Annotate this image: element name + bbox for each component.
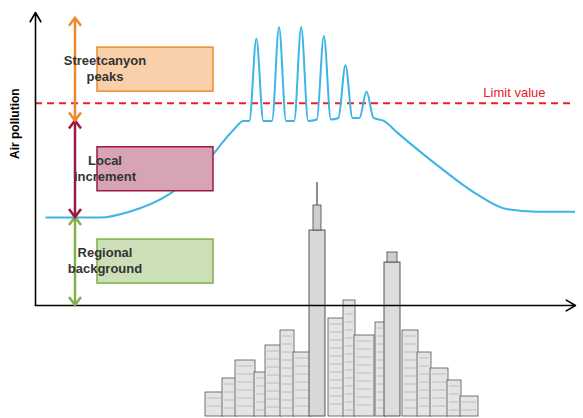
svg-text:Streetcanyon: Streetcanyon: [64, 53, 146, 68]
svg-text:Regional: Regional: [78, 245, 133, 260]
svg-text:Local: Local: [88, 153, 122, 168]
svg-text:background: background: [68, 261, 142, 276]
svg-text:Limit value: Limit value: [483, 84, 545, 99]
svg-text:increment: increment: [74, 169, 137, 184]
svg-text:Air pollution: Air pollution: [8, 88, 22, 159]
svg-text:peaks: peaks: [87, 69, 124, 84]
